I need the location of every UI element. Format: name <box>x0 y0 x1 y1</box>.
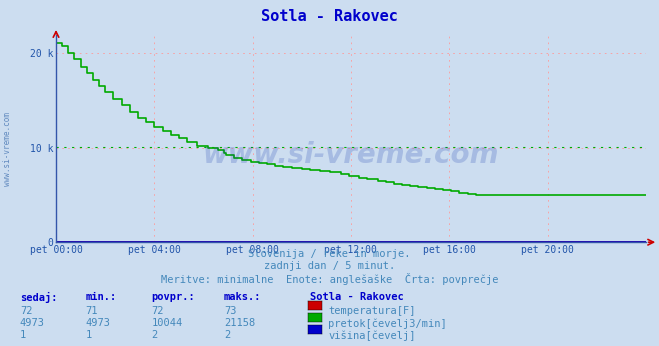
Text: pretok[čevelj3/min]: pretok[čevelj3/min] <box>328 318 447 329</box>
Text: 10044: 10044 <box>152 318 183 328</box>
Text: 1: 1 <box>86 330 92 340</box>
Text: 2: 2 <box>152 330 158 340</box>
Text: Sotla - Rakovec: Sotla - Rakovec <box>310 292 403 302</box>
Text: min.:: min.: <box>86 292 117 302</box>
Text: 73: 73 <box>224 306 237 316</box>
Text: višina[čevelj]: višina[čevelj] <box>328 330 416 341</box>
Text: Meritve: minimalne  Enote: anglešaške  Črta: povprečje: Meritve: minimalne Enote: anglešaške Črt… <box>161 273 498 285</box>
Text: 71: 71 <box>86 306 98 316</box>
Text: 72: 72 <box>152 306 164 316</box>
Text: zadnji dan / 5 minut.: zadnji dan / 5 minut. <box>264 261 395 271</box>
Text: www.si-vreme.com: www.si-vreme.com <box>203 141 499 169</box>
Text: maks.:: maks.: <box>224 292 262 302</box>
Text: Sotla - Rakovec: Sotla - Rakovec <box>261 9 398 24</box>
Text: 72: 72 <box>20 306 32 316</box>
Text: 1: 1 <box>20 330 26 340</box>
Text: temperatura[F]: temperatura[F] <box>328 306 416 316</box>
Text: 21158: 21158 <box>224 318 255 328</box>
Text: Slovenija / reke in morje.: Slovenija / reke in morje. <box>248 249 411 259</box>
Text: 4973: 4973 <box>20 318 45 328</box>
Text: povpr.:: povpr.: <box>152 292 195 302</box>
Text: www.si-vreme.com: www.si-vreme.com <box>3 112 13 186</box>
Text: 2: 2 <box>224 330 230 340</box>
Text: 4973: 4973 <box>86 318 111 328</box>
Text: sedaj:: sedaj: <box>20 292 57 303</box>
